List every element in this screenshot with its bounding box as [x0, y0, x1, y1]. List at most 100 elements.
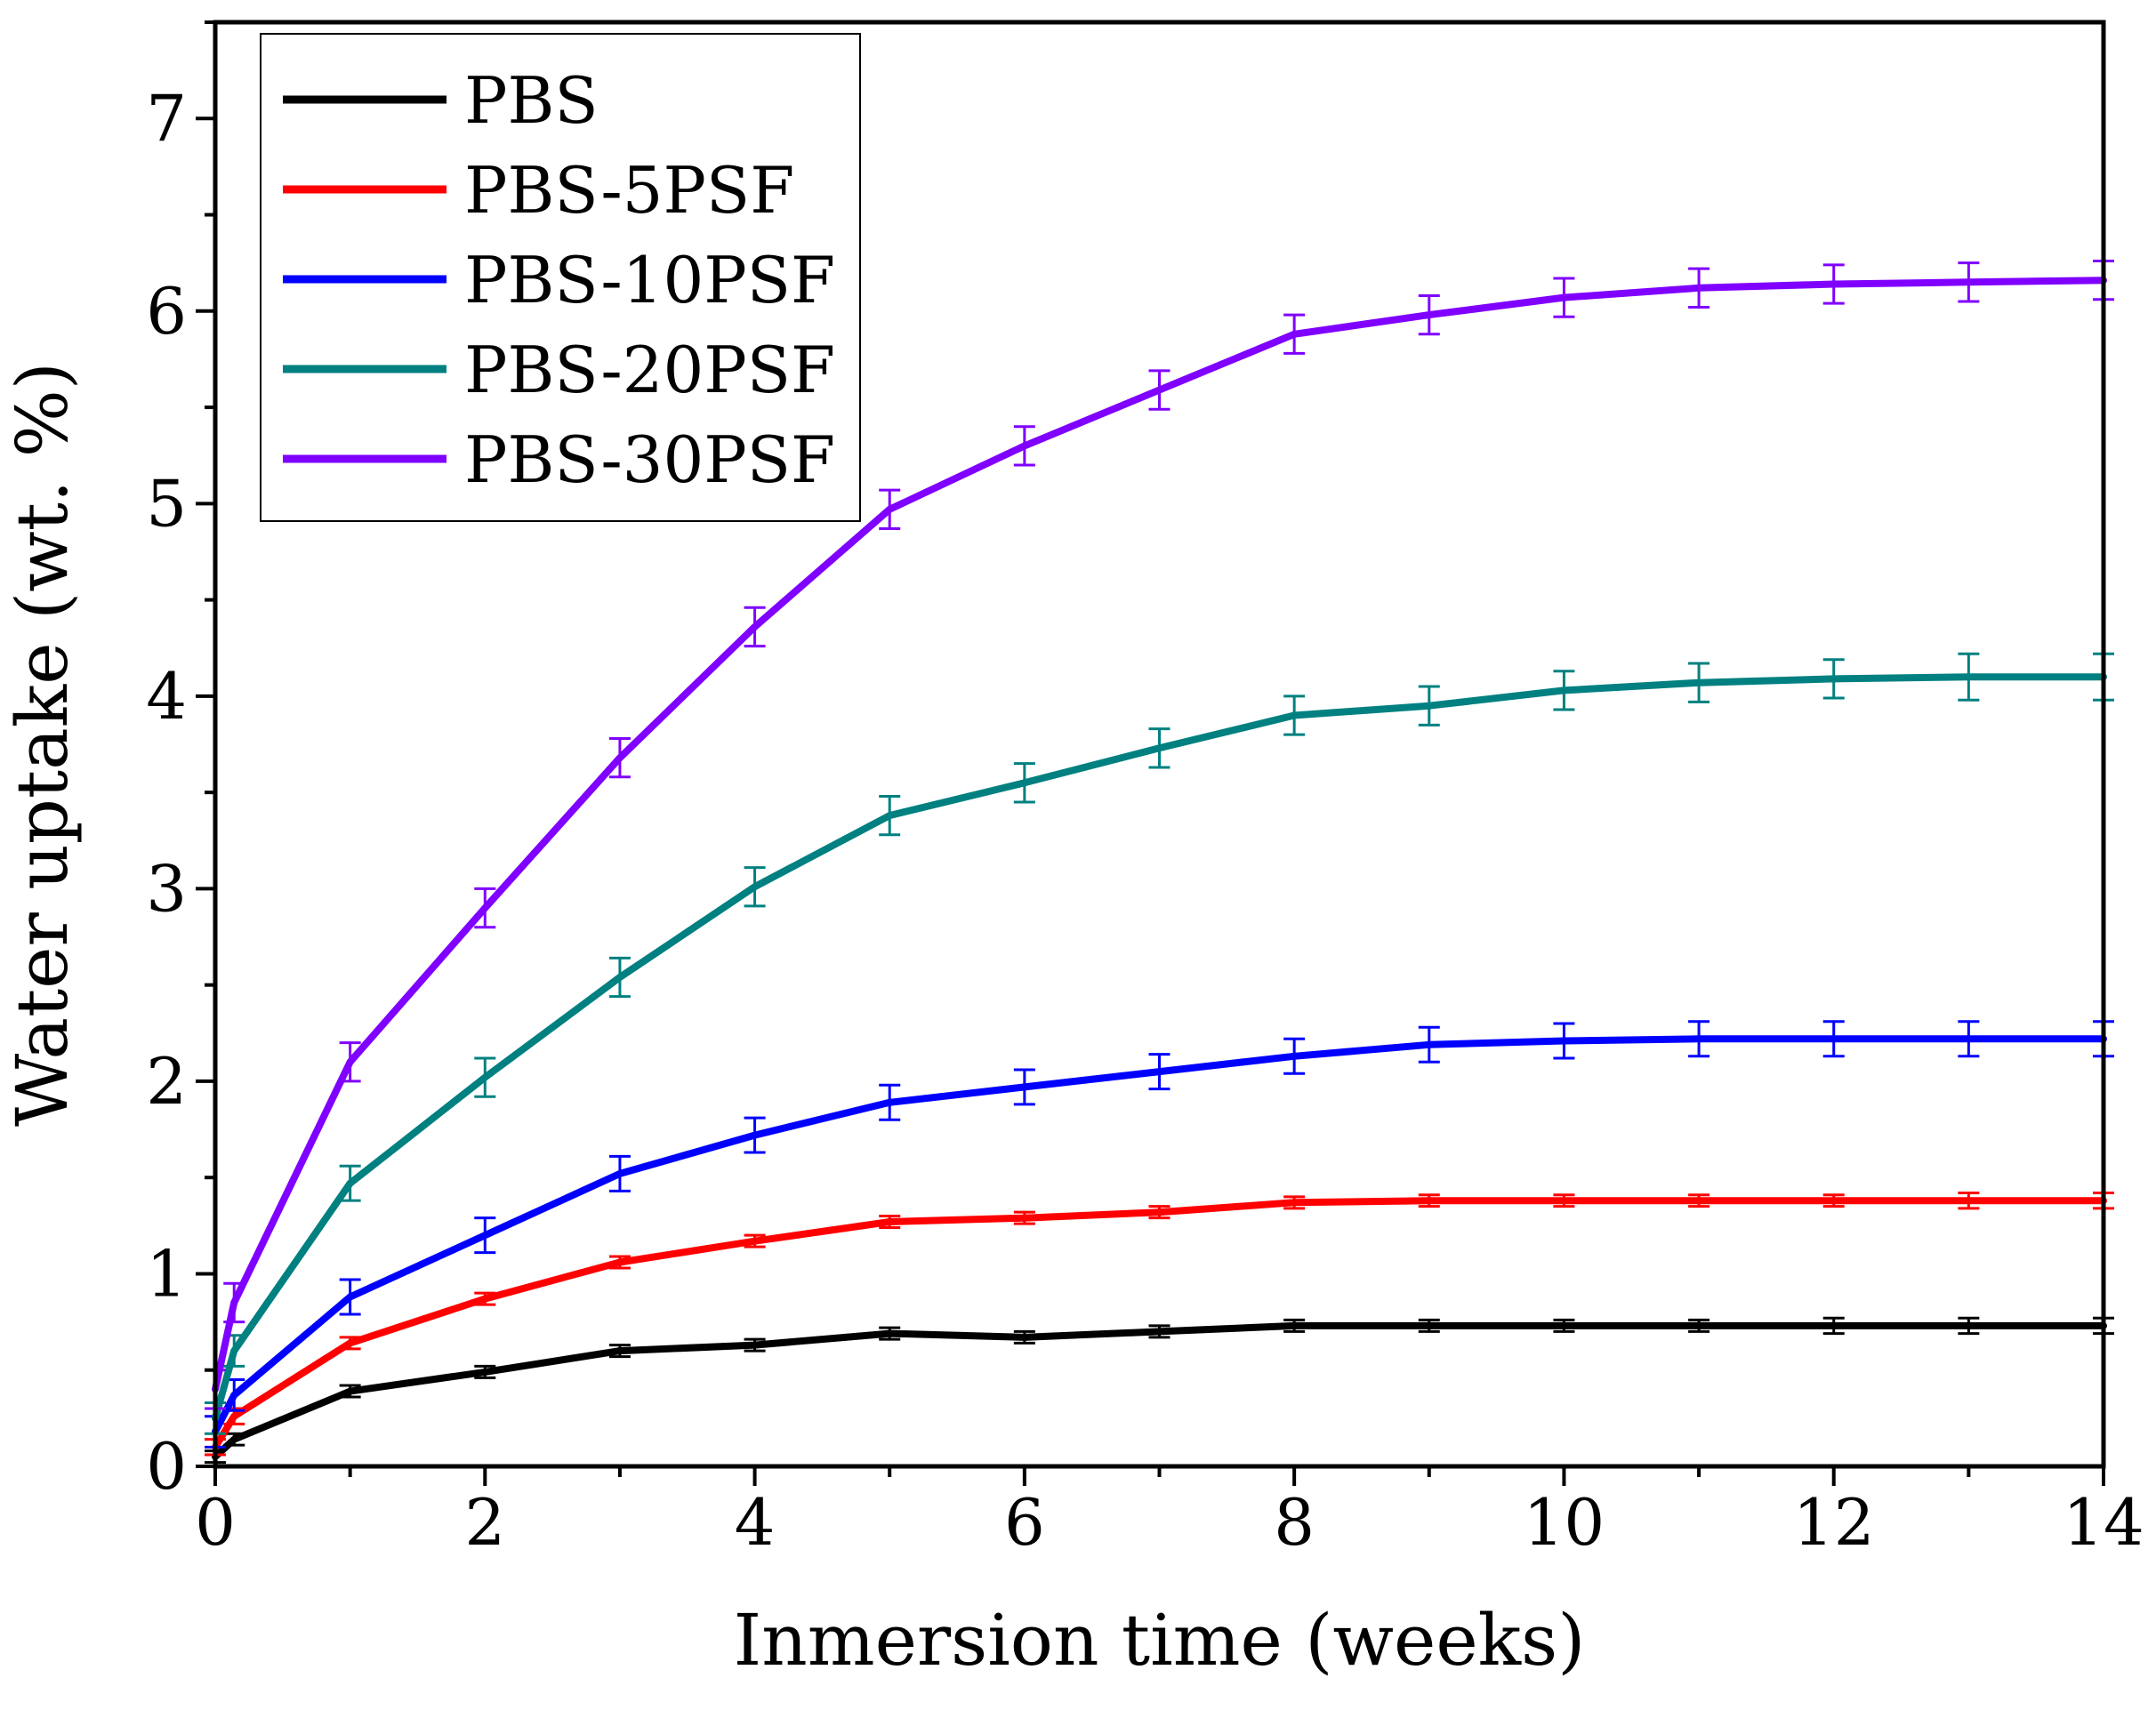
- legend-label: PBS-30PSF: [464, 422, 835, 497]
- error-bar: [474, 1291, 496, 1306]
- error-bar: [1688, 662, 1710, 703]
- y-tick-label: 5: [146, 466, 187, 541]
- error-bar: [879, 794, 901, 837]
- x-tick-label: 12: [1793, 1485, 1875, 1560]
- error-bar: [1013, 762, 1035, 804]
- legend-label: PBS-10PSF: [464, 243, 835, 317]
- legend-item: PBS-30PSF: [283, 422, 835, 497]
- x-tick-label: 14: [2063, 1485, 2144, 1560]
- x-axis-title: Inmersion time (weeks): [734, 1599, 1586, 1682]
- x-axis: 0 2 4 6 8 10 12 14: [195, 1466, 2144, 1560]
- y-tick-label: 3: [146, 851, 187, 926]
- error-bar: [744, 1337, 766, 1353]
- error-bar: [1283, 1318, 1306, 1333]
- y-tick-label: 0: [146, 1429, 187, 1504]
- legend-item: PBS: [283, 63, 599, 138]
- error-bar: [1958, 261, 1980, 303]
- error-bar: [339, 1336, 361, 1351]
- legend-item: PBS-5PSF: [283, 153, 794, 228]
- y-tick-label: 4: [146, 659, 187, 734]
- error-bar: [608, 1154, 631, 1192]
- y-tick-label: 7: [146, 81, 187, 156]
- series-line: [212, 673, 2107, 1422]
- error-bar: [1822, 1316, 1845, 1336]
- error-bar: [879, 1215, 901, 1229]
- x-tick-label: 6: [1004, 1485, 1045, 1560]
- error-bar: [474, 1216, 496, 1255]
- error-bar: [608, 1255, 631, 1270]
- legend-label: PBS-5PSF: [464, 153, 794, 228]
- error-bar: [1822, 1020, 1845, 1058]
- error-bar: [1958, 652, 1980, 702]
- error-bar: [744, 1116, 766, 1154]
- series-pbs-20psf: [205, 652, 2114, 1435]
- y-tick-label: 2: [146, 1044, 187, 1119]
- error-bar: [1418, 293, 1440, 336]
- series-pbs-5psf: [205, 1192, 2114, 1457]
- legend: PBS PBS-5PSF PBS-10PSF PBS-20PSF PBS-30PSF: [260, 33, 861, 522]
- error-bar: [879, 1083, 901, 1121]
- error-bar: [474, 1364, 496, 1379]
- error-bar: [1418, 1318, 1440, 1333]
- y-tick-label: 1: [146, 1236, 187, 1311]
- error-bar: [744, 1233, 766, 1248]
- error-bar: [879, 488, 901, 530]
- error-bar: [474, 1056, 496, 1098]
- error-bar: [879, 1326, 901, 1341]
- y-axis-title: Water uptake (wt. %): [1, 362, 84, 1127]
- error-bar: [1553, 1022, 1575, 1060]
- series-line: [212, 277, 2107, 1393]
- error-bar: [608, 737, 631, 779]
- error-bar: [339, 1164, 361, 1202]
- error-bar: [223, 1281, 245, 1324]
- error-bar: [1013, 1329, 1035, 1345]
- error-bar: [1958, 1316, 1980, 1336]
- y-axis: 0 1 2 3 4 5 6 7: [146, 20, 215, 1504]
- series-line: [212, 1197, 2107, 1451]
- error-bar: [1148, 1053, 1171, 1091]
- error-bar: [1688, 1318, 1710, 1333]
- error-bar: [1822, 658, 1845, 700]
- legend-item: PBS-20PSF: [283, 333, 835, 407]
- y-tick-label: 6: [146, 274, 187, 349]
- error-bar: [474, 887, 496, 929]
- error-bar: [1148, 1205, 1171, 1220]
- error-bar: [1688, 1020, 1710, 1058]
- error-bar: [1418, 685, 1440, 727]
- error-bar: [1688, 267, 1710, 309]
- error-bar: [1553, 670, 1575, 711]
- x-tick-label: 4: [735, 1485, 776, 1560]
- error-bar: [1013, 1210, 1035, 1225]
- series-line: [212, 1035, 2107, 1435]
- x-tick-label: 8: [1274, 1485, 1315, 1560]
- error-bar: [1148, 369, 1171, 411]
- series-line: [212, 1321, 2107, 1461]
- x-tick-label: 10: [1524, 1485, 1605, 1560]
- series-pbs: [205, 1316, 2114, 1465]
- error-bar: [1148, 1324, 1171, 1339]
- legend-item: PBS-10PSF: [283, 243, 835, 317]
- error-bar: [339, 1384, 361, 1399]
- error-bar: [608, 956, 631, 999]
- legend-label: PBS: [464, 63, 599, 138]
- error-bar: [1283, 313, 1306, 355]
- error-bar: [744, 866, 766, 908]
- x-tick-label: 0: [195, 1485, 236, 1560]
- error-bar: [1822, 263, 1845, 305]
- error-bar: [339, 1041, 361, 1083]
- error-bar: [1283, 1037, 1306, 1075]
- error-bar: [1822, 1193, 1845, 1208]
- error-bar: [1283, 694, 1306, 736]
- error-bar: [1688, 1193, 1710, 1208]
- error-bar: [744, 606, 766, 648]
- error-bar: [1013, 1068, 1035, 1106]
- error-bar: [1958, 1020, 1980, 1058]
- series-pbs-10psf: [205, 1020, 2114, 1449]
- error-bar: [1553, 1193, 1575, 1208]
- error-bar: [1013, 425, 1035, 467]
- x-tick-label: 2: [464, 1485, 505, 1560]
- error-bar: [1283, 1195, 1306, 1210]
- error-bar: [1418, 1025, 1440, 1064]
- error-bar: [339, 1278, 361, 1316]
